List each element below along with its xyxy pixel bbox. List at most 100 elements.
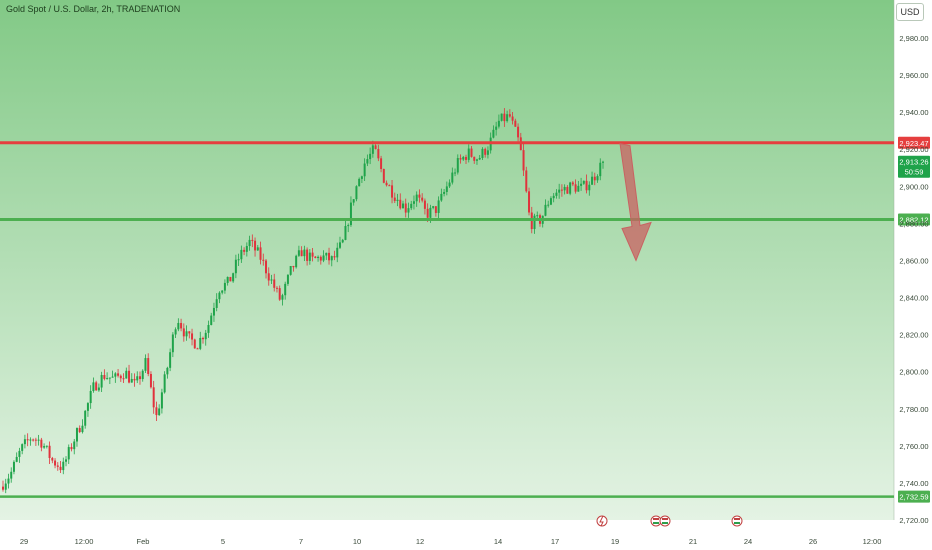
candle-body: [459, 158, 462, 160]
candle-body: [267, 273, 270, 281]
candle-body: [366, 159, 369, 164]
lower-support-price-tag: [898, 490, 930, 503]
candle-body: [59, 466, 62, 471]
candle-body: [525, 170, 528, 192]
last-price-label: 2,913.26: [899, 158, 928, 167]
forecast-arrow: [619, 143, 652, 262]
time-axis[interactable]: 29 12:00 Feb 5 7 10 12 14 17 19 21 24 26 12:00: [20, 537, 882, 546]
lightning-event-icon[interactable]: [596, 515, 608, 527]
candle-body: [292, 265, 295, 268]
candle-body: [221, 290, 224, 293]
candle-body: [29, 439, 32, 441]
candle-body: [569, 182, 572, 194]
candle-body: [396, 199, 399, 201]
candle-body: [547, 204, 550, 206]
price-tick-label: 2,840.00: [899, 294, 928, 303]
candle-body: [286, 274, 289, 284]
time-tick-label: 21: [689, 537, 697, 546]
candle-body: [81, 425, 84, 433]
candle-body: [204, 332, 207, 340]
candle-body: [245, 246, 248, 252]
candle-body: [412, 201, 415, 204]
price-tick-label: 2,960.00: [899, 71, 928, 80]
candle-body: [440, 193, 443, 201]
candle-body: [404, 203, 407, 213]
price-axis[interactable]: 2,980.00 2,960.00 2,940.00 2,920.00 2,900.00…: [899, 34, 928, 525]
candle-body: [95, 382, 98, 391]
candle-body: [34, 439, 37, 441]
candle-body: [456, 158, 459, 173]
candle-body: [451, 172, 454, 183]
candle-body: [243, 249, 246, 252]
candle-body: [338, 242, 341, 248]
candle-body: [558, 189, 561, 193]
candle-body: [563, 186, 566, 191]
candle-body: [426, 208, 429, 218]
flag-event-icon[interactable]: [731, 515, 743, 527]
candle-body: [26, 439, 29, 441]
candle-body: [62, 461, 65, 471]
candle-body: [56, 465, 59, 467]
candle-body: [12, 461, 15, 472]
forecast-arrow-shape[interactable]: [619, 143, 652, 262]
flag-event-icon[interactable]: [659, 515, 671, 527]
candle-body: [560, 189, 563, 191]
candle-body: [445, 186, 448, 192]
time-tick-label: 10: [353, 537, 361, 546]
candle-body: [210, 315, 213, 326]
candle-body: [391, 185, 394, 198]
symbol-title[interactable]: Gold Spot / U.S. Dollar, 2h, TRADENATION: [6, 4, 181, 14]
candle-body: [443, 191, 446, 194]
candle-body: [421, 197, 424, 201]
candle-body: [202, 337, 204, 340]
price-tick-label: 2,740.00: [899, 479, 928, 488]
candle-body: [191, 333, 194, 340]
candle-body: [492, 129, 495, 138]
candle-body: [84, 410, 87, 426]
candle-body: [117, 373, 120, 376]
candle-body: [86, 403, 89, 411]
candle-body: [40, 439, 43, 448]
candle-body: [212, 307, 215, 316]
candle-body: [237, 259, 240, 261]
candle-body: [54, 460, 57, 466]
candle-body: [330, 256, 333, 261]
candle-body: [215, 299, 218, 308]
time-tick-label: 5: [221, 537, 225, 546]
candle-body: [4, 483, 7, 490]
candle-body: [580, 183, 583, 186]
candle-body: [114, 373, 117, 377]
price-tick-label: 2,880.00: [899, 219, 928, 228]
candle-body: [262, 259, 265, 261]
candle-body: [437, 200, 440, 213]
candle-body: [599, 162, 602, 177]
last-price-tag: [898, 155, 930, 178]
candle-body: [358, 178, 361, 187]
candle-body: [37, 439, 40, 441]
time-tick-label: 14: [494, 537, 502, 546]
candle-body: [418, 194, 421, 198]
candle-body: [503, 113, 506, 122]
candle-body: [232, 273, 235, 282]
candle-body: [369, 153, 372, 160]
candle-body: [43, 446, 46, 448]
currency-button[interactable]: USD: [896, 3, 924, 21]
candle-body: [448, 182, 451, 187]
candle-body: [355, 186, 358, 200]
candle-body: [89, 390, 92, 404]
candle-body: [495, 126, 498, 130]
candle-body: [32, 439, 35, 441]
candle-body: [2, 486, 4, 490]
candle-body: [423, 200, 426, 209]
candle-body: [240, 249, 243, 260]
candle-body: [45, 445, 48, 447]
candle-body: [174, 329, 177, 335]
time-tick-label: 12:00: [75, 537, 94, 546]
price-tick-label: 2,980.00: [899, 34, 928, 43]
candle-body: [432, 206, 435, 208]
candle-body: [51, 457, 54, 461]
price-tick-label: 2,940.00: [899, 108, 928, 117]
candle-body: [234, 259, 237, 274]
